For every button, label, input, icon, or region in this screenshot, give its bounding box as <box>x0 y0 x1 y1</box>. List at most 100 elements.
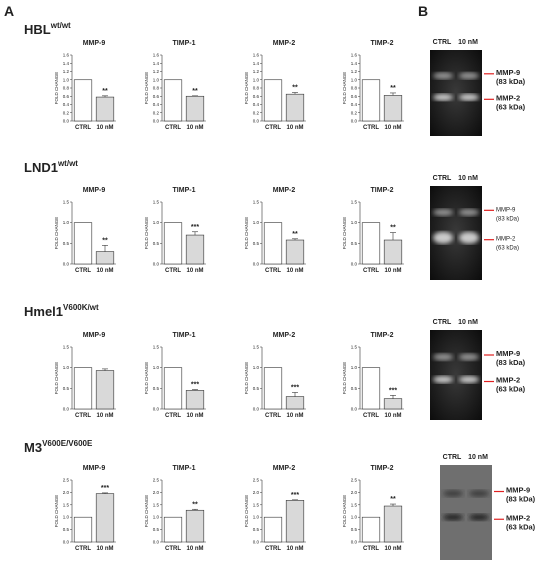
y-tick-label: 1.0 <box>63 365 70 370</box>
chart-title: MMP-2 <box>273 187 296 194</box>
y-tick-label: 0.0 <box>351 262 358 267</box>
y-axis-label: FOLD CHANGE <box>244 217 249 250</box>
chart-title: TIMP-1 <box>173 40 196 47</box>
gel-band-size: (63 kDa) <box>496 102 526 111</box>
chart-title: TIMP-1 <box>173 332 196 339</box>
significance-label: ** <box>390 225 396 232</box>
y-tick-label: 0.6 <box>253 94 260 99</box>
bar <box>163 367 183 410</box>
y-tick-label: 0.5 <box>351 241 358 246</box>
significance-label: *** <box>389 387 397 394</box>
gel-lane-label: CTRL <box>443 454 462 461</box>
x-tick-label: CTRL <box>265 546 281 552</box>
y-tick-label: 1.2 <box>351 69 358 74</box>
bar <box>73 79 93 122</box>
cell-line-label: LND1wt/wt <box>24 159 78 175</box>
y-axis-label: FOLD CHANGE <box>144 495 149 528</box>
x-tick-label: 10 nM <box>384 268 401 274</box>
gel-band-name: MMP-2 <box>496 93 520 102</box>
y-tick-label: 0.6 <box>63 94 70 99</box>
cell-line-genotype: wt/wt <box>50 21 71 30</box>
gel-lane-label: 10 nM <box>458 39 478 46</box>
x-tick-label: 10 nM <box>96 413 113 419</box>
gel-band-name: MMP-9 <box>496 207 516 213</box>
bar <box>185 234 205 265</box>
cell-line-name: Hmel1 <box>24 304 63 319</box>
y-axis-label: FOLD CHANGE <box>342 217 347 250</box>
bar <box>263 516 283 543</box>
significance-label: ** <box>102 88 108 95</box>
y-axis-label: FOLD CHANGE <box>54 495 59 528</box>
gel-band <box>433 208 453 216</box>
x-tick-label: CTRL <box>165 413 181 419</box>
gel-band <box>459 93 479 101</box>
gel-band-size: (83 kDa) <box>496 358 526 367</box>
chart-title: TIMP-2 <box>371 465 394 472</box>
significance-label: *** <box>291 492 299 499</box>
bar <box>95 370 115 410</box>
y-axis-label: FOLD CHANGE <box>144 72 149 105</box>
y-tick-label: 0.5 <box>351 527 358 532</box>
y-tick-label: 1.5 <box>351 502 358 507</box>
cell-line-name: HBL <box>24 22 51 37</box>
x-tick-label: CTRL <box>363 125 379 131</box>
y-axis-label: FOLD CHANGE <box>144 217 149 250</box>
significance-label: *** <box>191 382 199 389</box>
y-tick-label: 0.6 <box>153 94 160 99</box>
chart-title: MMP-9 <box>83 187 106 194</box>
cell-line-genotype: wt/wt <box>57 159 78 168</box>
y-tick-label: 1.4 <box>351 61 358 66</box>
y-tick-label: 0.4 <box>351 102 358 107</box>
y-tick-label: 2.0 <box>63 490 70 495</box>
y-tick-label: 1.0 <box>63 77 70 82</box>
cell-line-genotype: V600K/wt <box>63 303 99 312</box>
y-tick-label: 2.0 <box>253 490 260 495</box>
chart-title: TIMP-2 <box>371 187 394 194</box>
y-tick-label: 1.0 <box>63 515 70 520</box>
y-tick-label: 2.0 <box>153 490 160 495</box>
chart-title: MMP-9 <box>83 40 106 47</box>
bar <box>383 505 403 543</box>
bar <box>285 396 305 410</box>
y-tick-label: 1.6 <box>351 53 358 58</box>
y-tick-label: 1.5 <box>253 200 260 205</box>
x-tick-label: 10 nM <box>186 268 203 274</box>
y-tick-label: 1.5 <box>253 502 260 507</box>
y-tick-label: 1.0 <box>63 220 70 225</box>
y-tick-label: 1.0 <box>153 77 160 82</box>
y-tick-label: 2.5 <box>63 478 70 483</box>
x-tick-label: CTRL <box>165 546 181 552</box>
gel-band <box>459 231 479 244</box>
gel-band-name: MMP-2 <box>506 513 530 522</box>
y-tick-label: 1.0 <box>351 220 358 225</box>
y-tick-label: 0.8 <box>63 86 70 91</box>
significance-label: *** <box>101 485 109 492</box>
y-tick-label: 1.2 <box>253 69 260 74</box>
cell-line-label: Hmel1V600K/wt <box>24 303 99 319</box>
y-tick-label: 0.5 <box>63 386 70 391</box>
gel-band <box>459 376 479 383</box>
significance-label: ** <box>192 88 198 95</box>
x-tick-label: CTRL <box>363 268 379 274</box>
gel-lane-label: 10 nM <box>468 454 488 461</box>
gel-band-size: (63 kDa) <box>496 246 519 252</box>
y-tick-label: 0.4 <box>153 102 160 107</box>
chart-title: MMP-9 <box>83 465 106 472</box>
chart-title: MMP-2 <box>273 332 296 339</box>
gel-image <box>430 50 482 136</box>
y-tick-label: 0.0 <box>153 119 160 124</box>
x-tick-label: 10 nM <box>384 125 401 131</box>
bar <box>383 95 403 122</box>
gel-lane-label: CTRL <box>433 319 452 326</box>
x-tick-label: 10 nM <box>186 413 203 419</box>
gel-band <box>469 513 489 521</box>
y-tick-label: 2.5 <box>253 478 260 483</box>
y-tick-label: 0.0 <box>351 540 358 545</box>
y-tick-label: 0.4 <box>63 102 70 107</box>
significance-label: ** <box>292 85 298 92</box>
bar <box>185 95 205 122</box>
cell-line-label: M3V600E/V600E <box>24 439 93 455</box>
gel-band <box>433 376 453 383</box>
y-axis-label: FOLD CHANGE <box>244 72 249 105</box>
